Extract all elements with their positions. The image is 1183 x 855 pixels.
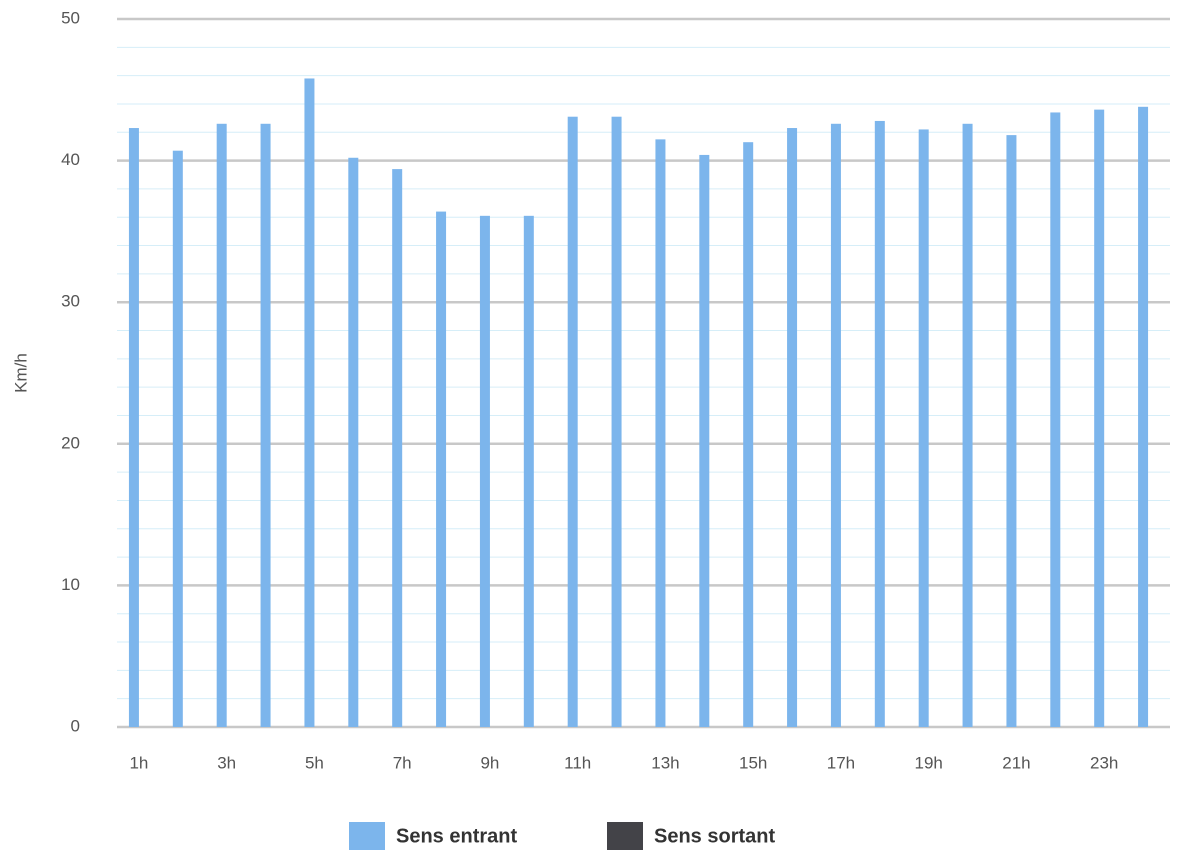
bar (918, 129, 929, 727)
y-tick-label: 40 (61, 150, 80, 169)
x-tick-label: 23h (1090, 753, 1118, 772)
bar (348, 157, 359, 727)
x-tick-label: 15h (739, 753, 767, 772)
bar (304, 78, 315, 728)
bar (1050, 112, 1061, 728)
bar (962, 123, 973, 727)
y-tick-label: 20 (61, 433, 80, 452)
bar (874, 120, 885, 727)
y-tick-label: 10 (61, 575, 80, 594)
legend-swatch (349, 822, 385, 850)
x-tick-label: 1h (129, 753, 148, 772)
x-tick-label: 3h (217, 753, 236, 772)
bar (260, 123, 271, 727)
y-tick-label: 0 (71, 716, 80, 735)
x-tick-label: 19h (915, 753, 943, 772)
bar (655, 139, 666, 728)
bar (1094, 109, 1105, 727)
y-tick-label: 30 (61, 292, 80, 311)
bar (172, 150, 183, 728)
legend-label: Sens entrant (396, 825, 517, 847)
x-tick-label: 11h (564, 753, 591, 772)
bar (1138, 106, 1149, 728)
bar (699, 154, 710, 727)
x-tick-label: 7h (393, 753, 412, 772)
y-axis-label: Km/h (11, 353, 30, 393)
bar (216, 123, 227, 727)
bar (611, 116, 622, 728)
y-tick-label: 50 (61, 8, 80, 27)
bar (436, 211, 447, 728)
bar (787, 128, 798, 728)
bar (523, 215, 534, 727)
bar (743, 142, 754, 727)
bar (479, 215, 490, 727)
bar (567, 116, 578, 728)
x-tick-label: 9h (480, 753, 499, 772)
x-tick-label: 5h (305, 753, 324, 772)
legend-swatch (607, 822, 643, 850)
bar (1006, 135, 1017, 727)
legend-label: Sens sortant (654, 825, 775, 847)
x-tick-label: 21h (1002, 753, 1030, 772)
bar (830, 123, 841, 727)
x-tick-label: 17h (827, 753, 855, 772)
bar (128, 128, 139, 728)
bar (392, 169, 403, 727)
x-tick-label: 13h (651, 753, 679, 772)
